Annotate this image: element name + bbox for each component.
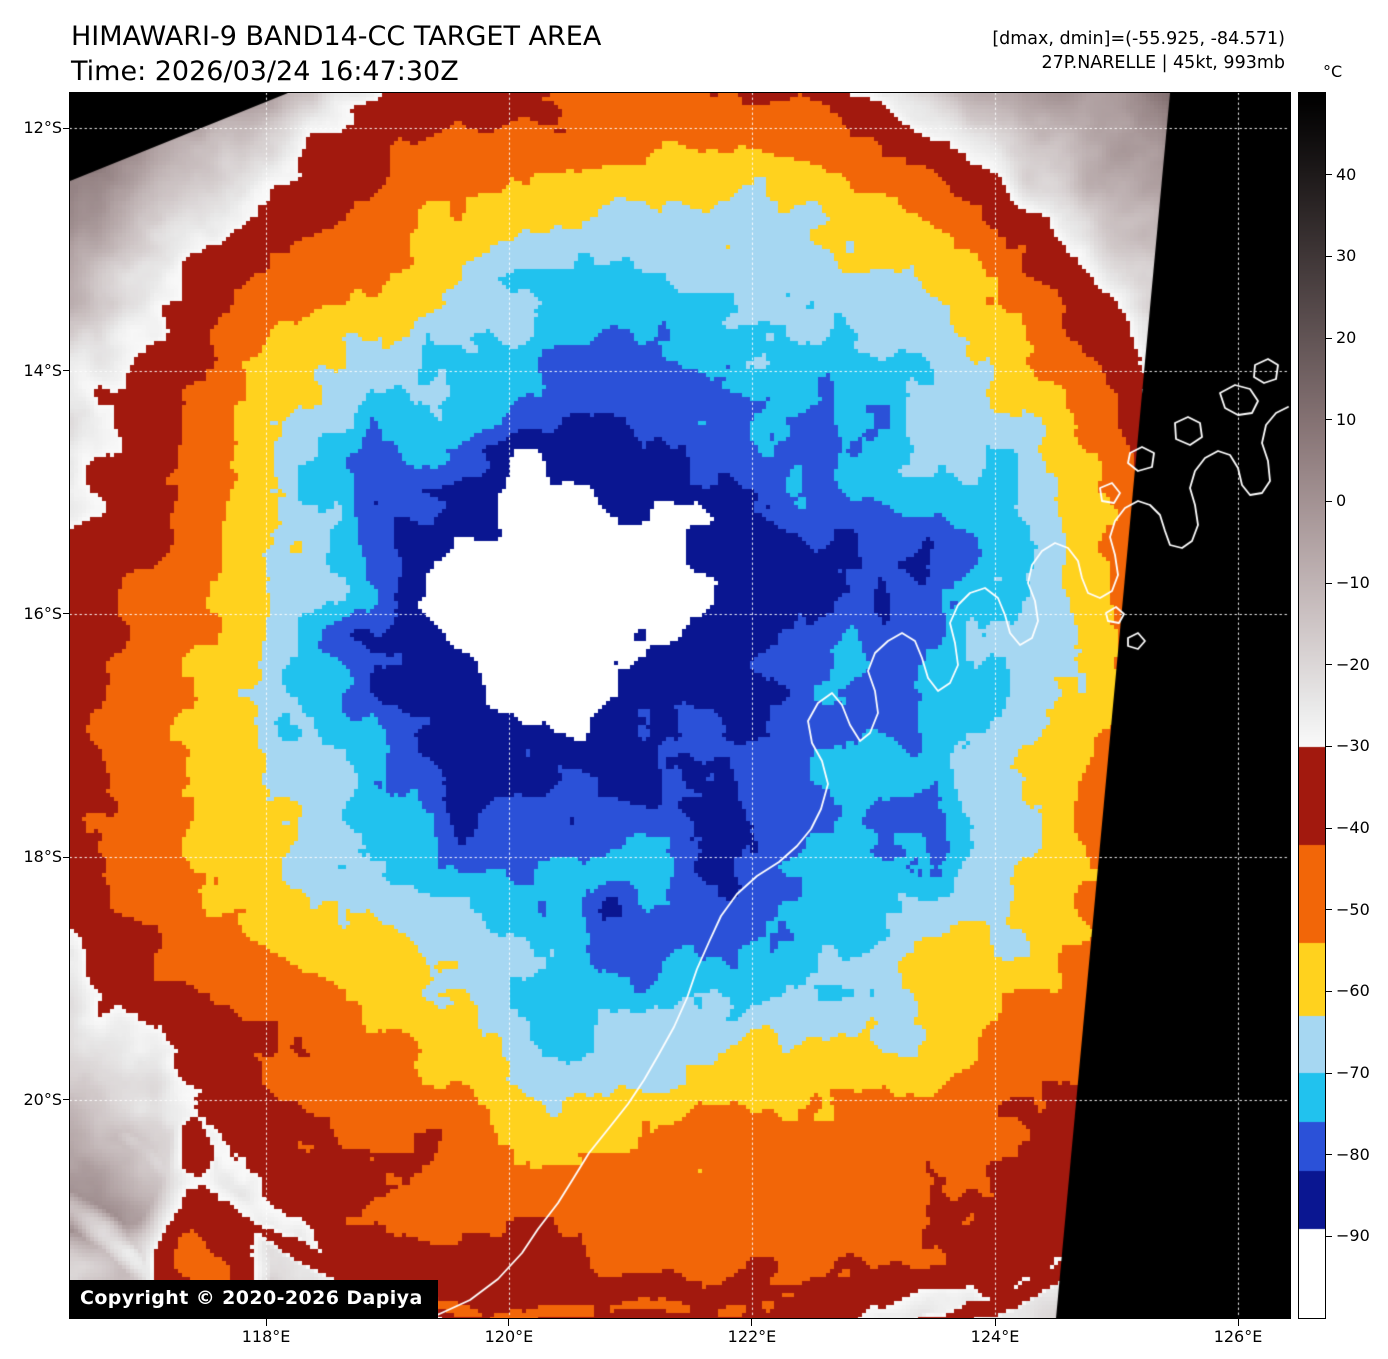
lat-tick-label: 18°S [23,847,62,867]
colorbar-tick-mark [1326,419,1332,421]
lon-tick-mark [751,1319,753,1326]
dmax-dmin-annotation: [dmax, dmin]=(-55.925, -84.571) [992,29,1285,49]
colorbar-tick-label: −40 [1336,818,1370,837]
lon-tick-label: 122°E [727,1327,777,1346]
colorbar-tick-mark [1326,1154,1332,1156]
lat-tick-mark [63,856,70,858]
colorbar-tick-mark [1326,255,1332,257]
colorbar-tick-mark [1326,174,1332,176]
colorbar-tick-mark [1326,337,1332,339]
colorbar-tick-label: 30 [1336,246,1357,266]
lon-tick-mark [994,1319,996,1326]
colorbar-tick-mark [1326,827,1332,829]
storm-info-annotation: 27P.NARELLE | 45kt, 993mb [1041,53,1285,73]
colorbar [1298,92,1326,1319]
figure-time: Time: 2026/03/24 16:47:30Z [71,56,459,87]
colorbar-tick-label: 40 [1336,164,1357,184]
colorbar-tick-label: −60 [1336,981,1370,1001]
colorbar-tick-mark [1326,1072,1332,1074]
lon-tick-label: 120°E [484,1327,534,1346]
colorbar-tick-label: −70 [1336,1063,1370,1082]
lon-tick-label: 118°E [241,1327,291,1346]
colorbar-tick-mark [1326,990,1332,992]
colorbar-tick-label: −30 [1336,736,1370,756]
figure-title: HIMAWARI-9 BAND14-CC TARGET AREA [71,21,602,52]
lat-tick-label: 12°S [23,118,62,138]
colorbar-tick-mark [1326,500,1332,502]
lon-tick-mark [1237,1319,1239,1326]
lon-tick-label: 124°E [970,1327,1020,1346]
colorbar-tick-label: −90 [1336,1226,1370,1246]
lon-tick-mark [508,1319,510,1326]
colorbar-tick-label: 20 [1336,328,1357,347]
colorbar-tick-label: 10 [1336,409,1357,429]
copyright-label: Copyright © 2020-2026 Dapiya [70,1280,438,1318]
colorbar-tick-mark [1326,909,1332,911]
colorbar-tick-mark [1326,1235,1332,1237]
colorbar-tick-label: −50 [1336,899,1370,919]
colorbar-tick-label: −10 [1336,573,1370,592]
colorbar-tick-mark [1326,664,1332,666]
colorbar-tick-label: −80 [1336,1144,1370,1164]
colorbar-tick-label: 0 [1336,491,1347,511]
satellite-image-canvas [70,93,1290,1318]
lat-tick-label: 14°S [23,360,62,380]
colorbar-tick-mark [1326,582,1332,584]
lat-tick-mark [63,613,70,615]
map-plot-area: Copyright © 2020-2026 Dapiya [69,92,1291,1319]
colorbar-unit-label: °C [1323,62,1343,81]
lat-tick-label: 20°S [23,1089,62,1109]
lon-tick-mark [265,1319,267,1326]
lon-tick-label: 126°E [1213,1327,1263,1346]
lat-tick-label: 16°S [23,603,62,623]
colorbar-tick-label: −20 [1336,654,1370,674]
lat-tick-mark [63,127,70,129]
colorbar-tick-mark [1326,745,1332,747]
lat-tick-mark [63,1099,70,1101]
lat-tick-mark [63,370,70,372]
